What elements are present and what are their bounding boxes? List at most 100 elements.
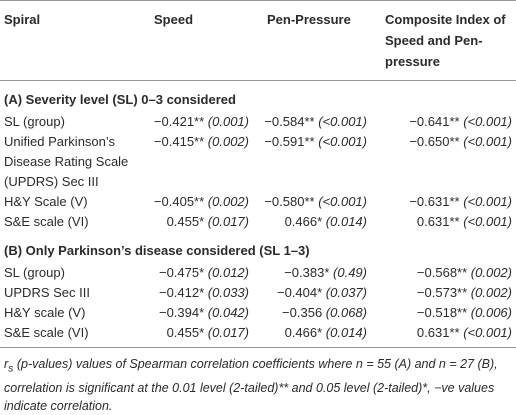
p-value: (<0.001) <box>318 194 367 209</box>
p-value: (0.042) <box>207 305 249 320</box>
value-cell: 0.466* (0.014) <box>253 323 371 348</box>
coefficient: −0.650** <box>409 134 460 149</box>
row-label: H&Y Scale (V) <box>4 194 88 209</box>
coefficient: −0.518** <box>416 305 468 320</box>
row-label: S&E scale (VI) <box>4 325 89 340</box>
data-row: Unified Parkinson’s Disease Rating Scale… <box>0 132 516 192</box>
footnote-text: (p-values) values of Spearman correlatio… <box>4 357 498 413</box>
column-header: Spiral <box>4 12 41 27</box>
footnote: rs (p-values) values of Spearman correla… <box>0 348 516 415</box>
value-cell: 0.466* (0.014) <box>253 212 371 232</box>
section-row: (B) Only Parkinson’s disease considered … <box>0 232 516 263</box>
value-cell: −0.631** (<0.001) <box>371 192 516 212</box>
coefficient: −0.631** <box>409 194 460 209</box>
p-value: (<0.001) <box>463 134 512 149</box>
data-row: S&E scale (VI) 0.455* (0.017) 0.466* (0.01… <box>0 212 516 232</box>
value-cell: −0.383* (0.49) <box>253 263 371 283</box>
value-cell: −0.394* (0.042) <box>140 303 253 323</box>
data-row: S&E scale (VI) 0.455* (0.017) 0.466* (0.01… <box>0 323 516 348</box>
coefficient: −0.584** <box>264 114 315 129</box>
value-cell: −0.421** (0.001) <box>140 112 253 132</box>
value-cell: −0.404* (0.037) <box>253 283 371 303</box>
p-value: (<0.001) <box>318 114 367 129</box>
value-cell: −0.650** (<0.001) <box>371 132 516 192</box>
p-value: (0.014) <box>325 214 367 229</box>
value-cell: −0.405** (0.002) <box>140 192 253 212</box>
value-cell: 0.455* (0.017) <box>140 323 253 348</box>
p-value: (0.012) <box>207 265 249 280</box>
value-cell: −0.518** (0.006) <box>371 303 516 323</box>
coefficient: 0.631** <box>416 214 460 229</box>
p-value: (0.002) <box>207 134 249 149</box>
p-value: (<0.001) <box>318 134 367 149</box>
p-value: (0.006) <box>470 305 512 320</box>
value-cell: 0.631** (<0.001) <box>371 323 516 348</box>
coefficient: −0.356 <box>282 305 323 320</box>
coefficient: −0.568** <box>416 265 468 280</box>
coefficient: 0.631** <box>416 325 460 340</box>
row-label: H&Y scale (V) <box>4 305 86 320</box>
row-label: SL (group) <box>4 265 65 280</box>
p-value: (0.49) <box>333 265 367 280</box>
coefficient: −0.415** <box>153 134 205 149</box>
data-row: SL (group) −0.475* (0.012) −0.383* (0.49) −… <box>0 263 516 283</box>
section-title: (B) Only Parkinson’s disease considered … <box>4 243 310 258</box>
data-row: UPDRS Sec III −0.412* (0.033) −0.404* (0.0… <box>0 283 516 303</box>
coefficient: −0.383* <box>284 265 330 280</box>
p-value: (<0.001) <box>463 214 512 229</box>
row-label: UPDRS Sec III <box>4 285 90 300</box>
coefficient: −0.580** <box>264 194 315 209</box>
value-cell: −0.568** (0.002) <box>371 263 516 283</box>
coefficient: −0.475* <box>158 265 205 280</box>
column-header: Speed <box>154 12 194 27</box>
section-title: (A) Severity level (SL) 0–3 considered <box>4 92 236 107</box>
p-value: (<0.001) <box>463 325 512 340</box>
coefficient: 0.455* <box>166 325 205 340</box>
coefficient: 0.466* <box>284 325 323 340</box>
coefficient: 0.466* <box>284 214 323 229</box>
p-value: (0.014) <box>325 325 367 340</box>
value-cell: −0.475* (0.012) <box>140 263 253 283</box>
p-value: (0.033) <box>207 285 249 300</box>
p-value: (0.037) <box>325 285 367 300</box>
p-value: (0.017) <box>207 325 249 340</box>
row-label: SL (group) <box>4 114 65 129</box>
value-cell: 0.455* (0.017) <box>140 212 253 232</box>
coefficient: −0.573** <box>416 285 468 300</box>
value-cell: −0.591** (<0.001) <box>253 132 371 192</box>
value-cell: −0.580** (<0.001) <box>253 192 371 212</box>
header-row: Spiral Speed Pen-Pressure Composite Index o… <box>0 0 516 81</box>
data-row: SL (group) −0.421** (0.001) −0.584** (<0.0… <box>0 112 516 132</box>
data-row: H&Y Scale (V) −0.405** (0.002) −0.580** (<… <box>0 192 516 212</box>
value-cell: −0.573** (0.002) <box>371 283 516 303</box>
p-value: (<0.001) <box>463 114 512 129</box>
column-header: Composite Index of Speed and Pen-pressur… <box>385 12 506 69</box>
value-cell: 0.631** (<0.001) <box>371 212 516 232</box>
coefficient: −0.591** <box>264 134 315 149</box>
p-value: (<0.001) <box>463 194 512 209</box>
value-cell: −0.584** (<0.001) <box>253 112 371 132</box>
coefficient: −0.394* <box>158 305 205 320</box>
data-row: H&Y scale (V) −0.394* (0.042) −0.356 (0.06… <box>0 303 516 323</box>
value-cell: −0.356 (0.068) <box>253 303 371 323</box>
value-cell: −0.641** (<0.001) <box>371 112 516 132</box>
p-value: (0.017) <box>207 214 249 229</box>
p-value: (0.002) <box>207 194 249 209</box>
column-header: Pen-Pressure <box>267 12 351 27</box>
row-label: S&E scale (VI) <box>4 214 89 229</box>
footnote-subscript: s <box>8 363 14 375</box>
row-label: Unified Parkinson’s Disease Rating Scale… <box>4 134 129 189</box>
section-row: (A) Severity level (SL) 0–3 considered <box>0 81 516 113</box>
coefficient: −0.421** <box>153 114 205 129</box>
p-value: (0.001) <box>207 114 249 129</box>
value-cell: −0.415** (0.002) <box>140 132 253 192</box>
coefficient: −0.641** <box>409 114 460 129</box>
value-cell: −0.412* (0.033) <box>140 283 253 303</box>
p-value: (0.002) <box>470 285 512 300</box>
coefficient: −0.404* <box>276 285 323 300</box>
p-value: (0.068) <box>325 305 367 320</box>
p-value: (0.002) <box>470 265 512 280</box>
footnote-symbol: r <box>4 357 9 371</box>
coefficient: −0.405** <box>153 194 205 209</box>
